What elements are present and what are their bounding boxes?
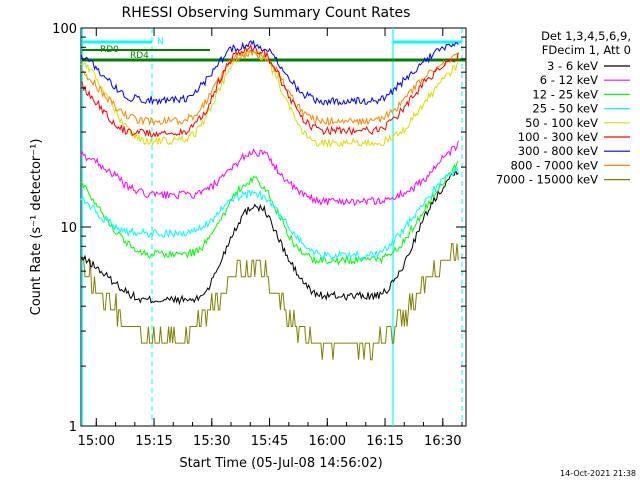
x-axis-ticks: 15:00 15:15 15:30 15:45 16:00 16:15 16:30 [78,28,463,449]
axes-frame [80,27,467,427]
footer-timestamp: 14-Oct-2021 21:38 [560,469,636,478]
series-line-0 [80,168,459,306]
x-tick-label-4: 16:00 [309,434,346,449]
legend: Det 1,3,4,5,6,9, FDecim 1, Att 0 3 - 6 k… [496,29,631,187]
plot-area [80,27,467,427]
y-tick-label-2: 100 [52,22,77,37]
legend-label-2: 12 - 25 keV [532,87,598,101]
y-tick-label-0: 1 [69,420,77,435]
chart-title: RHESSI Observing Summary Count Rates [122,5,411,21]
x-tick-label-0: 15:00 [78,434,115,449]
series-line-2 [80,160,459,266]
legend-label-8: 7000 - 15000 keV [496,173,598,187]
y-axis-ticks: 1 10 100 [52,22,466,435]
series-line-5 [80,43,459,138]
series-line-6 [80,39,459,107]
series-line-3 [80,166,459,261]
legend-label-1: 6 - 12 keV [540,73,598,87]
legend-label-7: 800 - 7000 keV [510,158,598,172]
flag-markers: N RD0 RD4 [81,28,466,426]
x-tick-label-6: 16:30 [424,434,461,449]
flag-label-2: RD4 [130,51,149,61]
series-group [80,39,459,361]
x-tick-label-5: 16:15 [366,434,403,449]
y-tick-label-1: 10 [60,221,77,236]
legend-label-4: 50 - 100 keV [525,116,598,130]
series-line-8 [81,243,459,361]
legend-label-3: 25 - 50 keV [532,102,598,116]
x-axis-label: Start Time (05-Jul-08 14:56:02) [179,456,382,471]
series-line-1 [80,140,459,206]
legend-label-6: 300 - 800 keV [518,144,598,158]
flag-label-1: RD0 [100,45,119,55]
x-tick-label-1: 15:15 [135,434,172,449]
y-axis-label: Count Rate (s⁻¹ detector⁻¹) [29,139,44,316]
legend-label-0: 3 - 6 keV [547,59,598,73]
legend-header-attenuator: FDecim 1, Att 0 [542,43,631,57]
x-tick-label-2: 15:30 [193,434,230,449]
series-line-4 [80,50,459,149]
legend-label-5: 100 - 300 keV [518,130,598,144]
x-tick-label-3: 15:45 [251,434,288,449]
flag-label-0: N [157,37,164,47]
legend-header-detectors: Det 1,3,4,5,6,9, [541,29,631,43]
